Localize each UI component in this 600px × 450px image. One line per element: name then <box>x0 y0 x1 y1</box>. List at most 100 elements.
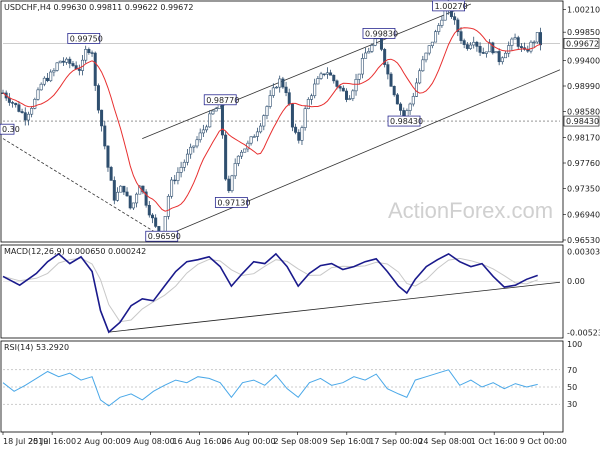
x-tick-label: 2 Sep 08:00 <box>274 437 322 446</box>
macd-tick-label: 0.00303 <box>567 248 600 257</box>
candle-body <box>322 73 326 75</box>
candle-body <box>319 73 323 79</box>
rsi-layer <box>2 369 560 407</box>
candle-body <box>52 70 56 73</box>
lower-channel-line <box>164 69 561 237</box>
rsi-tick-label: 70 <box>567 366 577 375</box>
candle-body <box>434 31 438 43</box>
macd-title: MACD(12,26,9) 0.000650 0.000242 <box>4 247 146 256</box>
candle-body <box>255 131 259 137</box>
candle-body <box>147 204 151 216</box>
candle-body <box>192 145 196 148</box>
x-tick-label: 9 Oct 00:00 <box>520 437 567 446</box>
candle-body <box>351 90 355 99</box>
candle-body <box>418 70 422 84</box>
rsi-title: RSI(14) 53.2920 <box>4 343 69 352</box>
candle-body <box>150 214 154 219</box>
x-tick-label: 25 Jul 16:00 <box>28 437 76 446</box>
rsi-tick-label: 100 <box>567 340 582 349</box>
candle-body <box>500 57 504 63</box>
price-title: USDCHF,H4 0.99630 0.99811 0.99622 0.9967… <box>4 3 193 12</box>
candle-body <box>348 98 352 100</box>
x-tick-label: 1 Oct 16:00 <box>471 437 518 446</box>
candle-body <box>65 58 69 63</box>
level-label: 1.00270 <box>435 2 468 11</box>
candle-body <box>26 113 30 121</box>
candle-body <box>437 25 441 32</box>
candle-body <box>325 72 329 75</box>
candle-body <box>465 44 469 49</box>
price-panel-frame <box>0 0 564 243</box>
candle-body <box>316 78 320 85</box>
candle-body <box>383 49 387 65</box>
candle-body <box>421 59 425 72</box>
candle-body <box>119 185 123 193</box>
candle-body <box>46 77 50 82</box>
x-tick-label: 24 Sep 08:00 <box>418 437 471 446</box>
candle-body <box>125 191 129 197</box>
candle-body <box>341 87 345 92</box>
price-tick-label: 0.96940 <box>567 210 600 219</box>
candle-body <box>252 136 256 138</box>
candle-body <box>427 45 431 54</box>
level-label: 0.99750 <box>70 34 103 43</box>
candle-body <box>357 73 361 80</box>
candle-body <box>144 191 148 206</box>
candle-body <box>198 132 202 141</box>
candle-body <box>100 109 104 127</box>
candle-body <box>278 78 282 88</box>
price-tag-box <box>563 115 600 127</box>
candle-body <box>344 90 348 100</box>
candle-body <box>354 79 358 92</box>
candle-body <box>259 125 263 133</box>
candle-body <box>122 185 126 193</box>
candle-body <box>462 40 466 45</box>
candle-body <box>61 60 65 63</box>
candle-body <box>539 32 543 46</box>
level-label: 0.97130 <box>217 198 250 207</box>
watermark: ActionForex.com <box>388 198 553 223</box>
candle-body <box>115 191 119 201</box>
candle-body <box>20 111 24 113</box>
candle-body <box>227 178 231 192</box>
price-tick-label: 0.97760 <box>567 159 600 168</box>
x-tick-label: 2 Aug 00:00 <box>77 437 126 446</box>
candle-body <box>173 179 177 182</box>
candle-body <box>281 78 285 88</box>
candle-body <box>84 49 88 61</box>
candle-body <box>265 106 269 116</box>
x-tick-label: 17 Sep 00:00 <box>369 437 422 446</box>
price-tag-label: 0.98430 <box>566 117 599 126</box>
level-label: 0.96590 <box>148 232 181 241</box>
candle-body <box>532 41 536 44</box>
candle-body <box>205 126 209 131</box>
x-tick-label: 16 Aug 16:00 <box>172 437 226 446</box>
candle-body <box>497 51 501 63</box>
level-label-box <box>362 28 396 39</box>
candle-body <box>109 167 113 181</box>
candle-body <box>399 103 403 111</box>
level-label-box <box>214 197 248 208</box>
candle-body <box>459 31 463 41</box>
price-tick-label: 1.00210 <box>567 6 600 15</box>
candle-body <box>287 92 291 105</box>
rsi-line <box>2 369 538 407</box>
candle-body <box>370 45 374 52</box>
candle-body <box>268 95 272 107</box>
candle-body <box>478 46 482 53</box>
candle-body <box>306 99 310 110</box>
candle-body <box>313 83 317 97</box>
candle-body <box>42 77 46 85</box>
macd-line <box>2 252 538 334</box>
candle-body <box>475 41 479 47</box>
macd-panel-frame <box>0 244 564 339</box>
candle-body <box>131 202 135 209</box>
candle-body <box>271 87 275 96</box>
level-label-box <box>387 115 421 127</box>
candle-body <box>179 166 183 173</box>
macd-tick-label: -0.005236 <box>567 328 600 337</box>
price-tick-label: 0.99400 <box>567 56 600 65</box>
candle-body <box>513 37 517 40</box>
candle-body <box>395 94 399 105</box>
candle-body <box>68 58 72 64</box>
